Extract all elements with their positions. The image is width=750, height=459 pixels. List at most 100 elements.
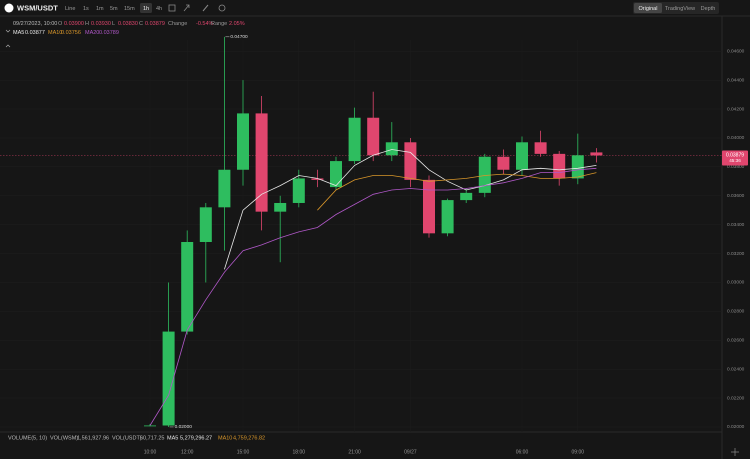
y-tick-label: 0.03400 — [727, 222, 745, 228]
y-tick-label: 0.04600 — [727, 49, 745, 55]
y-tick-label: 0.02400 — [727, 366, 745, 372]
candle-body — [516, 142, 528, 170]
collapse-icon[interactable] — [5, 29, 11, 33]
candle-body — [237, 113, 249, 170]
y-tick-label: 0.03600 — [727, 193, 745, 199]
candle-body — [330, 161, 342, 188]
candle-body — [553, 153, 566, 179]
volume-key: VOL(USDT) — [112, 435, 142, 441]
x-tick-label: 10:00 — [144, 449, 157, 455]
plot-area — [0, 36, 722, 432]
legend-value: 0.03756 — [61, 30, 81, 36]
candle-body — [348, 117, 361, 162]
interval-button[interactable]: Line — [65, 6, 75, 12]
volume-title: VOLUME(5, 10) — [8, 435, 47, 441]
volume-value: 5,279,296.27 — [180, 435, 212, 441]
x-tick-label: 06:00 — [516, 449, 529, 455]
x-tick-label: 09:00 — [572, 449, 585, 455]
logo — [4, 3, 14, 13]
y-tick-label: 0.02600 — [727, 338, 745, 344]
candle-body — [367, 117, 380, 156]
interval-button[interactable]: 1h — [143, 6, 149, 12]
y-tick-label: 0.03800 — [727, 164, 745, 170]
candle-body — [181, 241, 194, 332]
volume-value: 4,759,276.82 — [233, 435, 265, 441]
ma-line — [317, 172, 597, 211]
y-tick-label: 0.04200 — [727, 106, 745, 112]
info-value: 0.03830 — [118, 21, 138, 27]
candle-body — [534, 142, 547, 154]
ma-line — [224, 149, 597, 270]
info-value: 0.03930 — [91, 21, 111, 27]
y-tick-label: 0.02800 — [727, 309, 745, 315]
legend-name: MA10 — [48, 30, 62, 36]
candle-body — [144, 425, 156, 427]
info-key: H — [85, 21, 89, 27]
price-tag-value: 0.03879 — [726, 152, 744, 158]
y-tick-label: 0.03200 — [727, 251, 745, 257]
y-tick-label: 0.03000 — [727, 280, 745, 286]
ma-line — [149, 167, 597, 426]
candle-body — [423, 179, 435, 234]
candle-body — [274, 202, 287, 212]
candle-body — [497, 156, 510, 170]
volume-value: 1,561,927.96 — [77, 435, 109, 441]
volume-value: 60,717.25 — [140, 435, 164, 441]
interval-button[interactable]: 5m — [110, 6, 118, 12]
icon[interactable] — [183, 4, 190, 12]
y-tick-label: 0.02200 — [727, 395, 745, 401]
candle-body — [571, 155, 584, 179]
x-tick-label: 09/27 — [404, 449, 417, 455]
info-key: Range — [211, 21, 227, 27]
candle-body — [311, 178, 324, 180]
volume-key: VOL(WSM) — [50, 435, 78, 441]
info-key: O — [58, 21, 63, 27]
price-tag-countdown: 45:36 — [729, 158, 741, 163]
x-tick-label: 18:00 — [293, 449, 306, 455]
info-value: 0.03900 — [64, 21, 84, 27]
symbol: WSM/USDT — [17, 3, 58, 12]
low-label: 0.02000 — [175, 424, 193, 430]
y-tick-label: 0.02000 — [727, 424, 745, 430]
view-tab[interactable]: Original — [639, 6, 658, 12]
interval-button[interactable]: 15m — [124, 6, 135, 12]
x-tick-label: 15:00 — [237, 449, 250, 455]
info-value: 0.03879 — [145, 21, 165, 27]
toolbar-icons — [168, 4, 226, 12]
candle-body — [460, 192, 473, 201]
high-label: 0.04700 — [230, 34, 248, 40]
info-value: 2.05% — [229, 21, 245, 27]
icon[interactable] — [168, 4, 176, 12]
candle-body — [255, 113, 268, 212]
icon[interactable] — [202, 4, 209, 12]
collapse-icon[interactable] — [5, 44, 11, 48]
info-time: 09/27/2023, 10:00 — [13, 21, 57, 27]
interval-button[interactable]: 1m — [96, 6, 104, 12]
view-tab[interactable]: TradingView — [665, 6, 695, 12]
view-highlight — [634, 3, 662, 13]
price-tag — [722, 150, 748, 166]
interval-highlight — [140, 3, 152, 13]
volume-key: MA5 — [167, 435, 178, 441]
info-key: Change — [168, 21, 187, 27]
legend-name: MA20 — [85, 30, 99, 36]
icon[interactable] — [218, 4, 226, 12]
candle-body — [478, 156, 491, 193]
legend-value: 0.03789 — [99, 30, 119, 36]
info-key: C — [139, 21, 143, 27]
interval-button[interactable]: 1s — [83, 6, 89, 12]
candle-body — [441, 200, 454, 234]
candle-body — [404, 142, 417, 180]
candle-body — [385, 142, 398, 156]
info-value: -0.54% — [196, 21, 214, 27]
x-tick-label: 12:00 — [181, 449, 194, 455]
view-tab[interactable]: Depth — [701, 6, 716, 12]
y-tick-label: 0.04000 — [727, 135, 745, 141]
crosshair-icon[interactable] — [731, 448, 739, 456]
candle-body — [590, 152, 603, 156]
candle-body — [218, 169, 231, 208]
interval-button[interactable]: 4h — [156, 6, 162, 12]
candle-body — [292, 178, 305, 203]
x-tick-label: 21:00 — [348, 449, 361, 455]
